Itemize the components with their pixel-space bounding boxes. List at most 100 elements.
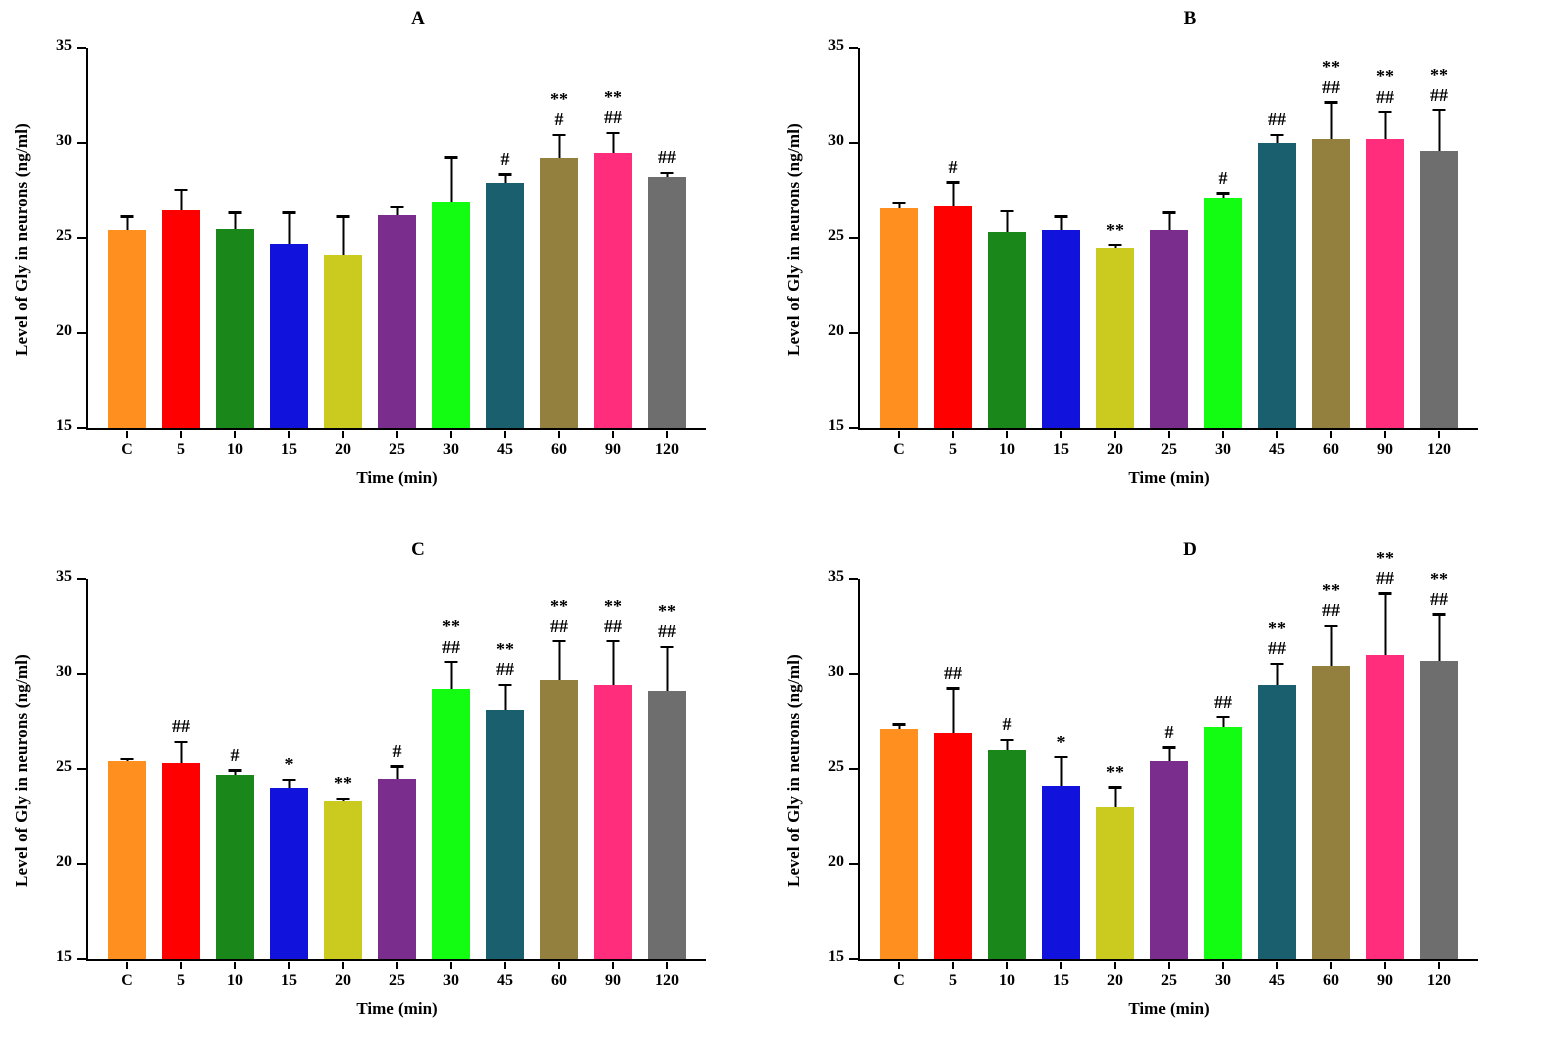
y-tick-mark xyxy=(77,332,86,334)
chart-area: Level of Gly in neurons (ng/ml) 15 20 25 30… xyxy=(784,548,1526,1019)
y-tick-label: 30 xyxy=(828,663,844,680)
x-tick-mark xyxy=(396,962,398,969)
x-tick-mark xyxy=(288,431,290,438)
bar-slot: ## xyxy=(640,48,694,438)
bar-120 xyxy=(1420,660,1458,959)
error-bar xyxy=(946,181,960,206)
x-axis-title: Time (min) xyxy=(356,468,438,487)
x-tick-label: 5 xyxy=(949,972,957,989)
y-tick-label: 35 xyxy=(828,37,844,54)
bar-slot xyxy=(262,48,316,438)
bar-slot: ** ## xyxy=(640,579,694,969)
bar-20 xyxy=(1096,807,1134,959)
x-tick-mark xyxy=(342,431,344,438)
bar-45 xyxy=(486,182,524,428)
y-tick-label: 35 xyxy=(56,568,72,585)
y-axis-title: Level of Gly in neurons (ng/ml) xyxy=(12,653,31,887)
y-tick-mark xyxy=(77,237,86,239)
bar-15 xyxy=(270,788,308,959)
significance-annotations: ** ## xyxy=(1322,56,1340,98)
x-tick-label: 120 xyxy=(1427,972,1451,989)
error-bar xyxy=(1216,715,1230,728)
y-tick-label: 25 xyxy=(56,758,72,775)
y-tick-mark xyxy=(77,47,86,49)
bar-10 xyxy=(216,774,254,959)
bar-slot xyxy=(872,48,926,438)
bar-slot: # xyxy=(478,48,532,438)
x-tick-labels: C 5 10 15 20 25 30 45 60 90 120 xyxy=(858,972,1478,990)
y-tick-label: 30 xyxy=(828,132,844,149)
significance-annotations: ## xyxy=(172,716,190,737)
bar-slot xyxy=(1142,48,1196,438)
bar-slot: ** ## xyxy=(1412,48,1466,438)
error-bar xyxy=(1162,211,1176,231)
error-bar xyxy=(1324,101,1338,140)
error-bar xyxy=(1000,209,1014,233)
y-tick-mark xyxy=(849,673,858,675)
significance-annotations: ** ## xyxy=(550,595,568,636)
bar-slot: ** ## xyxy=(586,579,640,969)
y-tick-mark xyxy=(77,578,86,580)
x-tick-mark xyxy=(1222,431,1224,438)
x-tick-mark xyxy=(1384,962,1386,969)
error-bar xyxy=(282,211,296,244)
error-bar xyxy=(1324,624,1338,667)
x-tick-mark xyxy=(396,431,398,438)
bar-30 xyxy=(1204,727,1242,959)
x-tick-mark xyxy=(180,962,182,969)
bar-slot: ** ## xyxy=(1304,579,1358,969)
significance-annotations: ** # xyxy=(550,89,568,130)
bar-30 xyxy=(432,689,470,959)
x-tick-mark xyxy=(1006,431,1008,438)
error-bar xyxy=(1270,133,1284,143)
panel-title-b: B xyxy=(1183,8,1197,29)
y-axis-title: Level of Gly in neurons (ng/ml) xyxy=(784,653,803,887)
bar-120 xyxy=(648,177,686,428)
y-tick-label: 15 xyxy=(56,948,72,965)
y-tick-label: 25 xyxy=(828,758,844,775)
y-tick-mark xyxy=(849,237,858,239)
x-tick-label: 25 xyxy=(389,972,405,989)
y-tick-mark xyxy=(77,142,86,144)
x-tick-labels: C 5 10 15 20 25 30 45 60 90 120 xyxy=(858,441,1478,459)
bar-20 xyxy=(324,801,362,959)
chart-panel-c: C Level of Gly in neurons (ng/ml) 15 20 25… xyxy=(0,531,772,1062)
error-bar xyxy=(1432,613,1446,661)
error-bar xyxy=(552,639,566,680)
error-bar xyxy=(336,797,350,802)
x-tick-label: 10 xyxy=(999,441,1015,458)
x-tick-mark xyxy=(1222,962,1224,969)
y-tick-mark xyxy=(77,768,86,770)
x-tick-label: 45 xyxy=(497,441,513,458)
x-tick-mark xyxy=(1168,431,1170,438)
x-tick-label: 90 xyxy=(1377,441,1393,458)
x-tick-label: 120 xyxy=(655,441,679,458)
significance-annotations: ** ## xyxy=(442,616,460,657)
error-bar xyxy=(120,215,134,231)
x-tick-label: 15 xyxy=(281,441,297,458)
x-tick-label: 30 xyxy=(443,441,459,458)
y-tick-label: 25 xyxy=(828,227,844,244)
y-tick-mark xyxy=(849,863,858,865)
y-tick-label: 35 xyxy=(56,37,72,54)
x-axis-title: Time (min) xyxy=(1128,999,1210,1018)
error-bar xyxy=(1270,662,1284,686)
significance-annotations: ** ## xyxy=(604,595,622,636)
error-bar xyxy=(1108,243,1122,248)
x-tick-label: 90 xyxy=(605,441,621,458)
bar-slot xyxy=(154,48,208,438)
significance-annotations: ** ## xyxy=(1430,568,1448,610)
bar-slot: ** ## xyxy=(478,579,532,969)
error-bar xyxy=(606,639,620,686)
bar-C xyxy=(880,207,918,428)
bar-slot xyxy=(100,48,154,438)
plot-area: 15 20 25 30 35 ## # * ** # ## ** ## ** ## ** ## ** ## xyxy=(828,548,1478,969)
x-tick-mark xyxy=(450,431,452,438)
plot-column: 15 20 25 30 35 # ** # ** ## ## C 5 10 15 20 25 30 45 60 90 1… xyxy=(56,37,706,488)
x-tick-label: 25 xyxy=(1161,441,1177,458)
y-tick-mark xyxy=(77,427,86,429)
y-tick-mark xyxy=(77,958,86,960)
y-tick-label: 20 xyxy=(828,853,844,870)
x-tick-label: 25 xyxy=(1161,972,1177,989)
y-tick-label: 35 xyxy=(828,568,844,585)
